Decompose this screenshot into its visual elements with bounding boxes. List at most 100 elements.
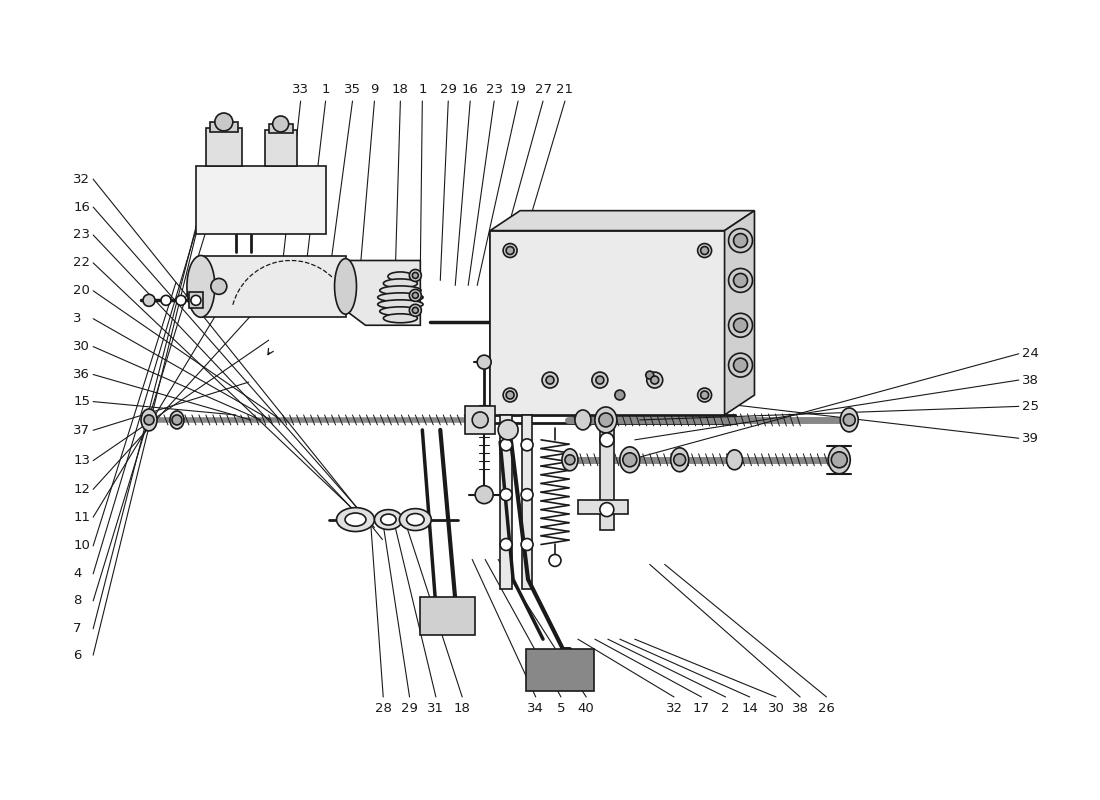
Bar bbox=[265, 130, 297, 166]
Ellipse shape bbox=[384, 314, 417, 322]
Ellipse shape bbox=[384, 279, 417, 288]
Circle shape bbox=[412, 307, 418, 314]
Circle shape bbox=[472, 412, 488, 428]
Circle shape bbox=[161, 295, 170, 306]
Circle shape bbox=[565, 455, 575, 465]
Text: 36: 36 bbox=[74, 368, 90, 381]
Text: 16: 16 bbox=[462, 82, 478, 95]
Text: 5: 5 bbox=[557, 702, 565, 715]
Circle shape bbox=[546, 376, 554, 384]
Ellipse shape bbox=[388, 272, 412, 281]
Circle shape bbox=[521, 538, 534, 550]
Text: 27: 27 bbox=[535, 82, 551, 95]
Text: 15: 15 bbox=[74, 395, 90, 408]
Text: 1: 1 bbox=[321, 82, 330, 95]
Bar bbox=[420, 598, 475, 635]
Circle shape bbox=[701, 391, 708, 399]
Bar bbox=[268, 124, 293, 133]
Polygon shape bbox=[491, 210, 755, 230]
Bar bbox=[465, 406, 495, 434]
Circle shape bbox=[542, 372, 558, 388]
Circle shape bbox=[734, 318, 748, 332]
Ellipse shape bbox=[170, 411, 184, 429]
Ellipse shape bbox=[345, 513, 366, 526]
Circle shape bbox=[598, 413, 613, 427]
Text: 20: 20 bbox=[74, 284, 90, 298]
Circle shape bbox=[475, 486, 493, 504]
Ellipse shape bbox=[377, 293, 424, 302]
Text: 22: 22 bbox=[74, 256, 90, 270]
Ellipse shape bbox=[337, 508, 374, 531]
Circle shape bbox=[844, 414, 855, 426]
Circle shape bbox=[596, 376, 604, 384]
Bar bbox=[526, 649, 594, 691]
Text: 13: 13 bbox=[74, 454, 90, 467]
Text: 34: 34 bbox=[527, 702, 544, 715]
Text: 35: 35 bbox=[344, 82, 361, 95]
Circle shape bbox=[697, 243, 712, 258]
Text: 23: 23 bbox=[74, 229, 90, 242]
Ellipse shape bbox=[727, 450, 742, 470]
Circle shape bbox=[728, 353, 752, 377]
Circle shape bbox=[697, 388, 712, 402]
Circle shape bbox=[500, 439, 513, 451]
Bar bbox=[500, 415, 513, 590]
Ellipse shape bbox=[141, 409, 157, 431]
Text: 7: 7 bbox=[74, 622, 81, 635]
Circle shape bbox=[673, 454, 685, 466]
Bar bbox=[189, 292, 202, 308]
Polygon shape bbox=[725, 210, 755, 415]
Polygon shape bbox=[491, 230, 725, 415]
Ellipse shape bbox=[379, 307, 421, 316]
Circle shape bbox=[214, 113, 233, 131]
Text: 29: 29 bbox=[440, 82, 456, 95]
Text: 30: 30 bbox=[768, 702, 784, 715]
Circle shape bbox=[521, 489, 534, 501]
Text: 4: 4 bbox=[74, 567, 81, 580]
Circle shape bbox=[500, 538, 513, 550]
Text: 12: 12 bbox=[74, 482, 90, 496]
Text: 6: 6 bbox=[74, 649, 81, 662]
Circle shape bbox=[734, 274, 748, 287]
Text: 8: 8 bbox=[74, 594, 81, 607]
Circle shape bbox=[409, 290, 421, 302]
Text: 2: 2 bbox=[722, 702, 729, 715]
Circle shape bbox=[728, 269, 752, 292]
Ellipse shape bbox=[381, 514, 396, 525]
Circle shape bbox=[600, 502, 614, 517]
Circle shape bbox=[549, 554, 561, 566]
Circle shape bbox=[592, 372, 608, 388]
Circle shape bbox=[506, 391, 514, 399]
Text: 29: 29 bbox=[402, 702, 418, 715]
Circle shape bbox=[191, 295, 201, 306]
Bar bbox=[522, 415, 532, 590]
Text: 11: 11 bbox=[74, 510, 90, 524]
Circle shape bbox=[728, 229, 752, 253]
Text: 39: 39 bbox=[1022, 432, 1038, 445]
Text: 31: 31 bbox=[428, 702, 444, 715]
Text: 1: 1 bbox=[418, 82, 427, 95]
Ellipse shape bbox=[562, 449, 578, 470]
Text: 37: 37 bbox=[74, 424, 90, 437]
Ellipse shape bbox=[407, 514, 425, 526]
Text: 9: 9 bbox=[371, 82, 378, 95]
Polygon shape bbox=[345, 261, 420, 326]
Circle shape bbox=[500, 489, 513, 501]
Circle shape bbox=[409, 304, 421, 316]
Text: 19: 19 bbox=[509, 82, 527, 95]
Text: 18: 18 bbox=[392, 82, 409, 95]
Text: 30: 30 bbox=[74, 340, 90, 353]
Circle shape bbox=[409, 270, 421, 282]
Ellipse shape bbox=[840, 408, 858, 432]
Circle shape bbox=[477, 355, 491, 369]
Ellipse shape bbox=[334, 258, 356, 314]
Ellipse shape bbox=[187, 255, 214, 318]
Circle shape bbox=[144, 415, 154, 425]
Circle shape bbox=[734, 234, 748, 247]
Text: 14: 14 bbox=[741, 702, 758, 715]
Circle shape bbox=[143, 294, 155, 306]
Bar bbox=[210, 122, 238, 132]
Ellipse shape bbox=[671, 448, 689, 472]
Circle shape bbox=[412, 273, 418, 278]
Text: 24: 24 bbox=[1022, 347, 1038, 360]
